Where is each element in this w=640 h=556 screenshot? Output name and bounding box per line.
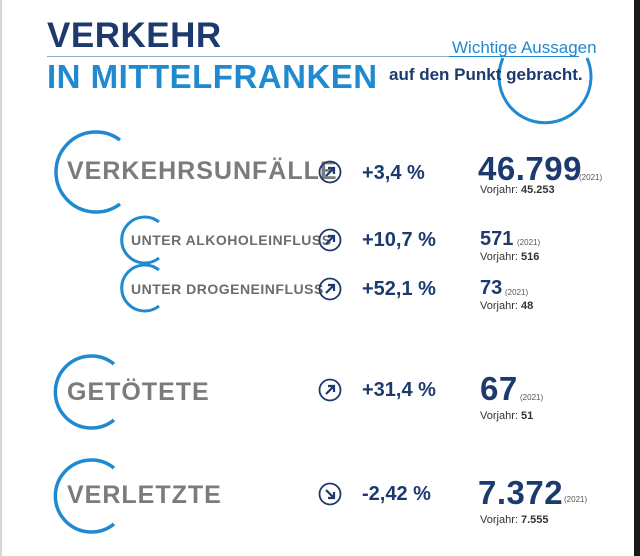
change-percent: -2,42 % (362, 483, 431, 505)
value: 67 (480, 370, 518, 407)
change-percent: +52,1 % (362, 278, 436, 300)
previous-year-label: Vorjahr: (480, 410, 518, 422)
previous-year: Vorjahr: 516 (480, 251, 539, 263)
previous-year: Vorjahr: 51 (480, 410, 533, 422)
ring-decoration (120, 263, 160, 313)
year-label: (2021) (564, 495, 588, 504)
year-label: (2021) (579, 173, 603, 182)
value: 46.799 (478, 150, 582, 187)
value: 571 (480, 228, 514, 250)
arrow-up-right-icon (318, 277, 342, 301)
arrow-up-right-icon (318, 228, 342, 252)
ring-decoration (53, 354, 116, 430)
year-label: (2021) (517, 238, 541, 247)
title-line-1: VERKEHR (47, 16, 222, 55)
previous-year-value: 48 (520, 300, 534, 312)
title-line-2: IN MITTELFRANKEN (47, 58, 378, 95)
year-label: (2021) (505, 288, 529, 297)
previous-year-label: Vorjahr: (480, 251, 518, 263)
previous-year: Vorjahr: 7.555 (480, 514, 549, 526)
page-edge-right (634, 0, 640, 556)
category-label: GETÖTETE (67, 378, 210, 406)
previous-year-value: 45.253 (520, 184, 555, 196)
previous-year: Vorjahr: 48 (480, 300, 533, 312)
page-edge-left (0, 0, 2, 556)
previous-year: Vorjahr: 45.253 (480, 184, 555, 196)
tagline-line-1: Wichtige Aussagen (452, 38, 597, 57)
change-percent: +10,7 % (362, 229, 436, 251)
previous-year-value: 7.555 (520, 514, 549, 526)
category-label: UNTER DROGENEINFLUSS (131, 281, 324, 297)
previous-year-label: Vorjahr: (480, 184, 518, 196)
title-divider-accent (449, 56, 579, 57)
ring-decoration (120, 215, 160, 265)
previous-year-value: 51 (520, 410, 534, 422)
ring-decoration (54, 130, 122, 214)
value: 7.372 (478, 474, 564, 511)
category-label: UNTER ALKOHOLEINFLUSS (131, 232, 332, 248)
ring-decoration (53, 458, 116, 534)
arrow-up-right-icon (318, 160, 342, 184)
change-percent: +31,4 % (362, 379, 436, 401)
arrow-down-right-icon (318, 482, 342, 506)
previous-year-label: Vorjahr: (480, 300, 518, 312)
previous-year-value: 516 (520, 251, 540, 263)
tagline-line-2: auf den Punkt gebracht. (389, 65, 583, 84)
title-divider (47, 56, 449, 57)
category-label: VERKEHRSUNFÄLLE (67, 157, 338, 185)
tagline-ring-decoration (497, 57, 593, 125)
value: 73 (480, 277, 503, 299)
category-label: VERLETZTE (67, 481, 222, 509)
arrow-up-right-icon (318, 378, 342, 402)
change-percent: +3,4 % (362, 162, 425, 184)
year-label: (2021) (520, 393, 544, 402)
previous-year-label: Vorjahr: (480, 514, 518, 526)
